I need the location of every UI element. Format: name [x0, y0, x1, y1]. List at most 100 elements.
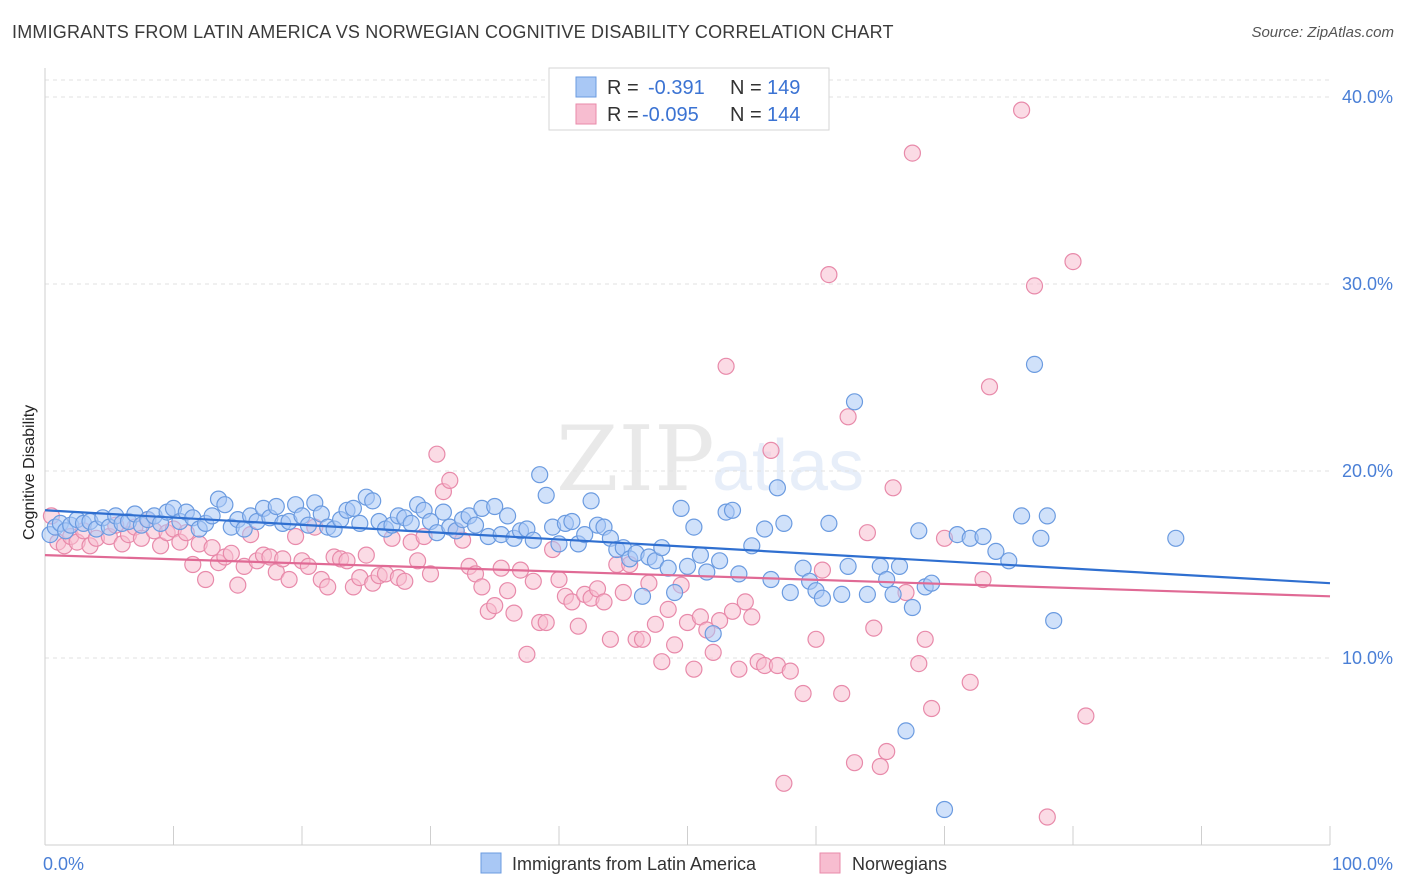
latin-america-point — [486, 497, 504, 516]
latin-america-point — [531, 466, 549, 484]
latin-america-point — [813, 589, 832, 607]
latin-america-point — [216, 496, 234, 514]
norwegians-point — [980, 378, 999, 396]
latin-america-point — [845, 393, 864, 411]
latin-america-point — [633, 587, 652, 605]
norwegians-point — [974, 570, 992, 589]
latin-america-point — [974, 527, 992, 546]
bottom-legend-swatch-blue — [480, 852, 502, 874]
norwegians-point — [614, 583, 632, 602]
source-label: Source: ZipAtlas.com — [1251, 24, 1394, 41]
latin-america-point — [691, 546, 710, 564]
latin-america-point — [710, 552, 729, 570]
trend-line-latin-america — [44, 509, 1331, 585]
norwegians-point — [961, 673, 979, 691]
norwegians-point — [878, 742, 896, 761]
legend-swatch-pink — [575, 103, 597, 125]
latin-america-point — [1000, 552, 1018, 570]
latin-america-point — [1045, 611, 1063, 630]
legend-r-value-1: -0.391 — [648, 77, 705, 99]
y-tick-label: 40.0% — [1342, 87, 1393, 107]
norwegians-point — [601, 630, 620, 648]
norwegians-point — [280, 570, 298, 589]
norwegians-point — [775, 774, 793, 792]
latin-america-point — [1025, 355, 1044, 373]
chart-title: IMMIGRANTS FROM LATIN AMERICA VS NORWEGI… — [12, 22, 894, 42]
latin-america-points — [41, 355, 1185, 819]
norwegians-point — [338, 552, 356, 570]
latin-america-point — [563, 512, 581, 531]
norwegians-point — [665, 636, 684, 654]
norwegians-point — [197, 570, 215, 589]
norwegians-point — [274, 550, 292, 568]
latin-america-point — [935, 800, 954, 819]
latin-america-point — [344, 499, 362, 517]
norwegians-point — [524, 572, 542, 590]
latin-america-point — [833, 585, 851, 604]
norwegians-point — [730, 660, 748, 678]
latin-america-point — [576, 525, 594, 544]
norwegians-point — [922, 699, 941, 718]
legend-r-label-1: R = — [607, 77, 639, 99]
norwegians-point — [357, 546, 375, 564]
norwegians-point — [858, 524, 877, 542]
norwegians-point — [518, 645, 536, 663]
norwegians-point — [659, 600, 677, 619]
legend-n-label-2: N = — [730, 104, 762, 126]
norwegians-point — [865, 619, 883, 637]
latin-america-point — [723, 501, 742, 519]
bottom-legend: Immigrants from Latin America Norwegians — [480, 852, 947, 874]
norwegians-point — [910, 654, 928, 673]
norwegians-point — [723, 602, 742, 620]
norwegians-point — [653, 653, 671, 671]
bottom-legend-series2: Norwegians — [852, 854, 947, 874]
legend-n-value-2: 144 — [767, 104, 800, 126]
norwegians-point — [871, 757, 889, 776]
norwegians-point — [646, 615, 665, 633]
latin-america-point — [897, 722, 915, 740]
norwegians-point — [1064, 253, 1082, 271]
latin-america-point — [878, 570, 896, 589]
latin-america-point — [775, 514, 793, 533]
grid: 10.0% 20.0% 30.0% 40.0% — [45, 79, 1393, 668]
latin-america-point — [781, 583, 799, 602]
norwegians-point — [762, 441, 780, 459]
y-tick-label: 10.0% — [1342, 648, 1393, 668]
trend-line-norwegians — [44, 554, 1331, 598]
norwegians-point — [299, 557, 317, 576]
latin-america-point — [537, 486, 555, 504]
latin-america-point — [364, 492, 382, 510]
y-tick-label: 20.0% — [1342, 461, 1393, 481]
legend-n-label-1: N = — [730, 77, 762, 99]
norwegians-point — [1025, 277, 1044, 295]
norwegians-point — [820, 266, 838, 284]
norwegians-point — [1012, 101, 1031, 119]
legend-n-value-1: 149 — [767, 77, 800, 99]
norwegians-point — [409, 552, 427, 570]
latin-america-point — [1012, 507, 1031, 525]
norwegians-point — [743, 608, 761, 626]
latin-america-point — [890, 557, 909, 576]
norwegians-point — [833, 684, 851, 703]
latin-america-point — [499, 507, 517, 525]
latin-america-point — [903, 598, 922, 617]
axes: 0.0% 100.0% — [43, 68, 1393, 874]
norwegians-point — [704, 643, 722, 662]
norwegians-point — [781, 662, 799, 680]
y-tick-label: 30.0% — [1342, 274, 1393, 294]
latin-america-point — [672, 499, 690, 517]
watermark-atlas: atlas — [712, 426, 864, 506]
norwegians-point — [492, 559, 510, 577]
latin-america-point — [910, 522, 928, 540]
x-tick-label-start: 0.0% — [43, 854, 84, 874]
legend-swatch-blue — [575, 76, 597, 98]
latin-america-point — [730, 565, 748, 583]
norwegians-point — [717, 357, 735, 375]
norwegians-point — [421, 565, 440, 583]
norwegians-point — [813, 561, 832, 579]
norwegians-point — [839, 408, 857, 426]
latin-america-point — [434, 503, 452, 521]
norwegians-point — [473, 578, 491, 596]
norwegians-point — [499, 582, 517, 600]
